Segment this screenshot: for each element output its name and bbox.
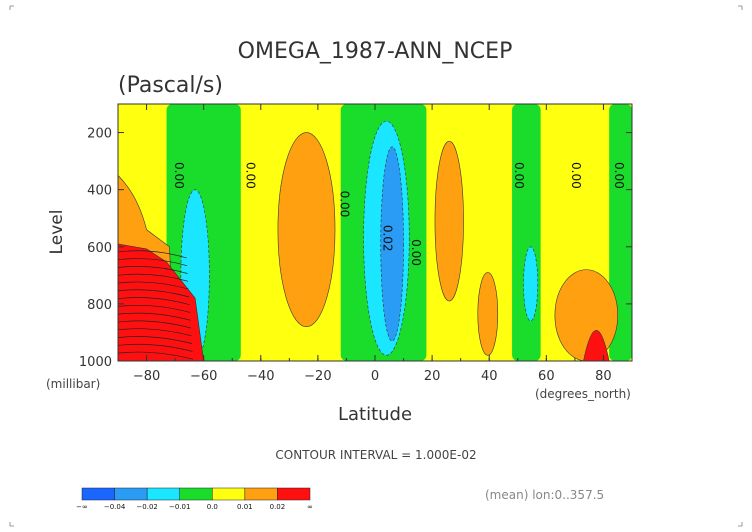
crop-marks (9, 5, 743, 527)
x-tick-label-0: −80 (133, 369, 160, 384)
colorbar-label-4: 0.0 (207, 503, 218, 511)
contour-label-0: 0.00 (172, 162, 186, 189)
cyan-cell-neg-2 (523, 246, 539, 322)
colorbar-label-5: 0.01 (237, 503, 253, 511)
colorbar-swatch-0 (81, 487, 115, 501)
y-tick-label-0: 200 (87, 127, 112, 142)
x-tick-label-6: 40 (481, 369, 498, 384)
x-axis-label: Latitude (338, 404, 412, 425)
contour-label-6: 0.00 (569, 162, 583, 189)
x-tick-label-2: −40 (247, 369, 274, 384)
colorbar-label-2: −0.02 (136, 503, 157, 511)
colorbar-label-7: ∞ (307, 503, 313, 511)
orange-cell-2 (477, 272, 499, 356)
x-tick-label-3: −20 (304, 369, 331, 384)
x-tick-label-5: 20 (424, 369, 441, 384)
colorbar-label-3: −0.01 (169, 503, 190, 511)
red-contour-line-5 (117, 289, 190, 298)
red-contour-line-3 (117, 273, 189, 282)
red-contour-line-9 (117, 320, 192, 329)
red-contour-line-6 (117, 297, 190, 306)
colorbar-swatch-4 (212, 487, 246, 501)
colorbar-label-1: −0.04 (104, 503, 126, 511)
x-axis-units: (degrees_north) (535, 387, 631, 401)
red-contour-line-4 (117, 281, 189, 290)
blue-cell-neg-0 (380, 146, 404, 342)
red-contour-line-0 (117, 250, 187, 259)
x-tick-label-8: 80 (595, 369, 612, 384)
y-axis-units: (millibar) (46, 377, 100, 391)
x-tick-label-4: 0 (371, 369, 379, 384)
y-tick-label-1: 400 (87, 184, 112, 199)
red-contour-line-2 (117, 266, 188, 274)
colorbar-swatch-3 (179, 487, 213, 501)
contour-label-1: 0.00 (244, 162, 258, 189)
x-tick-label-7: 60 (538, 369, 555, 384)
colorbar-swatch-2 (146, 487, 180, 501)
orange-cell-1 (434, 140, 464, 302)
colorbar-swatch-1 (114, 487, 148, 501)
colorbar-label-6: 0.02 (270, 503, 286, 511)
chart-subtitle: (Pascal/s) (118, 73, 223, 98)
red-contour-line-8 (117, 312, 191, 321)
red-contour-line-11 (117, 336, 193, 344)
colorbar: −∞ −0.04 −0.02 −0.01 0.0 0.01 0.02 ∞ (76, 487, 313, 511)
green-band-2 (512, 104, 541, 361)
contour-interval-note: CONTOUR INTERVAL = 1.000E-02 (275, 448, 476, 462)
colorbar-label-0: −∞ (76, 503, 88, 511)
orange-cell-0 (277, 132, 336, 328)
y-tick-label-4: 1000 (79, 355, 112, 370)
footer-note: (mean) lon:0..357.5 (485, 488, 604, 502)
colorbar-swatch-5 (244, 487, 278, 501)
contour-label-2: 0.00 (338, 191, 352, 218)
orange-cell-3 (554, 269, 619, 362)
y-tick-label-2: 600 (87, 241, 112, 256)
red-contour-line-7 (117, 304, 191, 313)
red-contour-line-13 (117, 351, 194, 360)
red-region-1 (583, 330, 610, 362)
chart-title: OMEGA_1987-ANN_NCEP (238, 39, 513, 64)
contour-label-3: 0.02 (381, 225, 395, 252)
red-contour-line-12 (117, 343, 193, 352)
contour-label-4: 0.00 (409, 239, 423, 266)
contour-label-7: 0.00 (612, 162, 626, 189)
plot-area: 0.00 0.00 0.00 0.02 0.00 0.00 0.00 0.00 −80 −60 −4… (79, 103, 633, 384)
y-axis-label: Level (47, 210, 67, 255)
y-tick-label-3: 800 (87, 298, 112, 313)
colorbar-swatch-6 (277, 487, 311, 501)
x-tick-label-1: −60 (190, 369, 217, 384)
red-contour-line-10 (117, 328, 192, 337)
red-contour-line-1 (117, 258, 188, 267)
contour-label-5: 0.00 (512, 162, 526, 189)
